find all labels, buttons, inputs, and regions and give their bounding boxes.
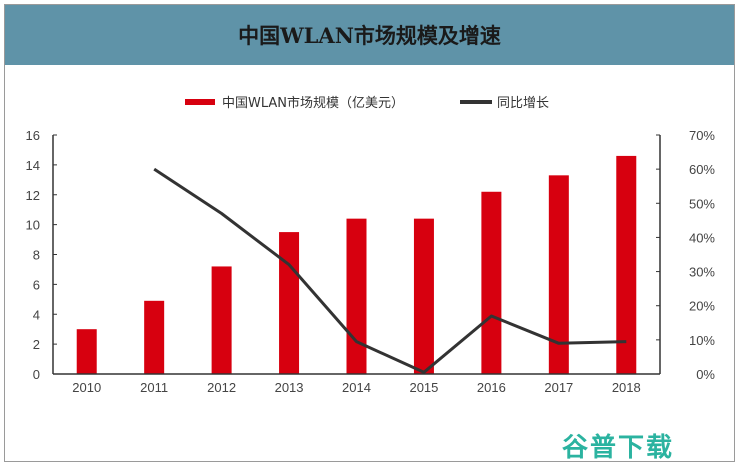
x-axis-label: 2013 xyxy=(275,380,304,395)
legend-bar-label: 中国WLAN市场规模（亿美元） xyxy=(222,95,404,111)
chart-header: 中国WLAN市场规模及增速 xyxy=(5,5,734,65)
x-axis-label: 2015 xyxy=(409,380,438,395)
bar-2017 xyxy=(548,175,569,374)
chart-frame: 中国WLAN市场规模及增速 xyxy=(4,4,735,462)
x-axis-label: 2012 xyxy=(207,380,236,395)
left-axis-label: 12 xyxy=(26,188,40,203)
bar-2014 xyxy=(346,218,367,374)
right-axis-label: 20% xyxy=(689,299,715,314)
watermark: 谷普下载 xyxy=(562,433,675,463)
legend-line-label: 同比增长 xyxy=(497,96,549,111)
left-axis-label: 14 xyxy=(26,158,40,173)
chart-title: 中国WLAN市场规模及增速 xyxy=(238,23,501,48)
bar-2010 xyxy=(76,329,97,374)
right-axis-label: 50% xyxy=(689,196,715,211)
x-axis-label: 2017 xyxy=(544,380,573,395)
left-axis-label: 2 xyxy=(33,337,40,352)
right-axis-label: 10% xyxy=(689,333,715,348)
x-axis-label: 2018 xyxy=(612,380,641,395)
bar-2011 xyxy=(144,300,165,374)
right-axis-label: 40% xyxy=(689,230,715,245)
left-axis-label: 8 xyxy=(33,248,40,263)
left-axis-label: 4 xyxy=(33,307,40,322)
right-axis-label: 60% xyxy=(689,162,715,177)
left-axis-label: 6 xyxy=(33,277,40,292)
left-axis-label: 0 xyxy=(33,367,40,382)
bar-2015 xyxy=(413,218,434,374)
right-axis-label: 30% xyxy=(689,265,715,280)
legend-bar-swatch xyxy=(185,99,215,105)
x-axis-label: 2016 xyxy=(477,380,506,395)
right-axis-label: 70% xyxy=(689,128,715,143)
right-axis-label: 0% xyxy=(696,367,715,382)
legend-line-swatch xyxy=(460,100,492,104)
x-axis-label: 2011 xyxy=(140,380,168,395)
bar-2012 xyxy=(211,266,232,374)
growth-line xyxy=(153,167,627,374)
left-axis-label: 16 xyxy=(26,128,40,143)
bar-2013 xyxy=(279,232,300,374)
x-axis-label: 2014 xyxy=(342,380,371,395)
bar-2016 xyxy=(481,191,502,374)
left-axis-label: 10 xyxy=(26,218,40,233)
x-axis-label: 2010 xyxy=(72,380,101,395)
bar-2018 xyxy=(616,155,637,374)
